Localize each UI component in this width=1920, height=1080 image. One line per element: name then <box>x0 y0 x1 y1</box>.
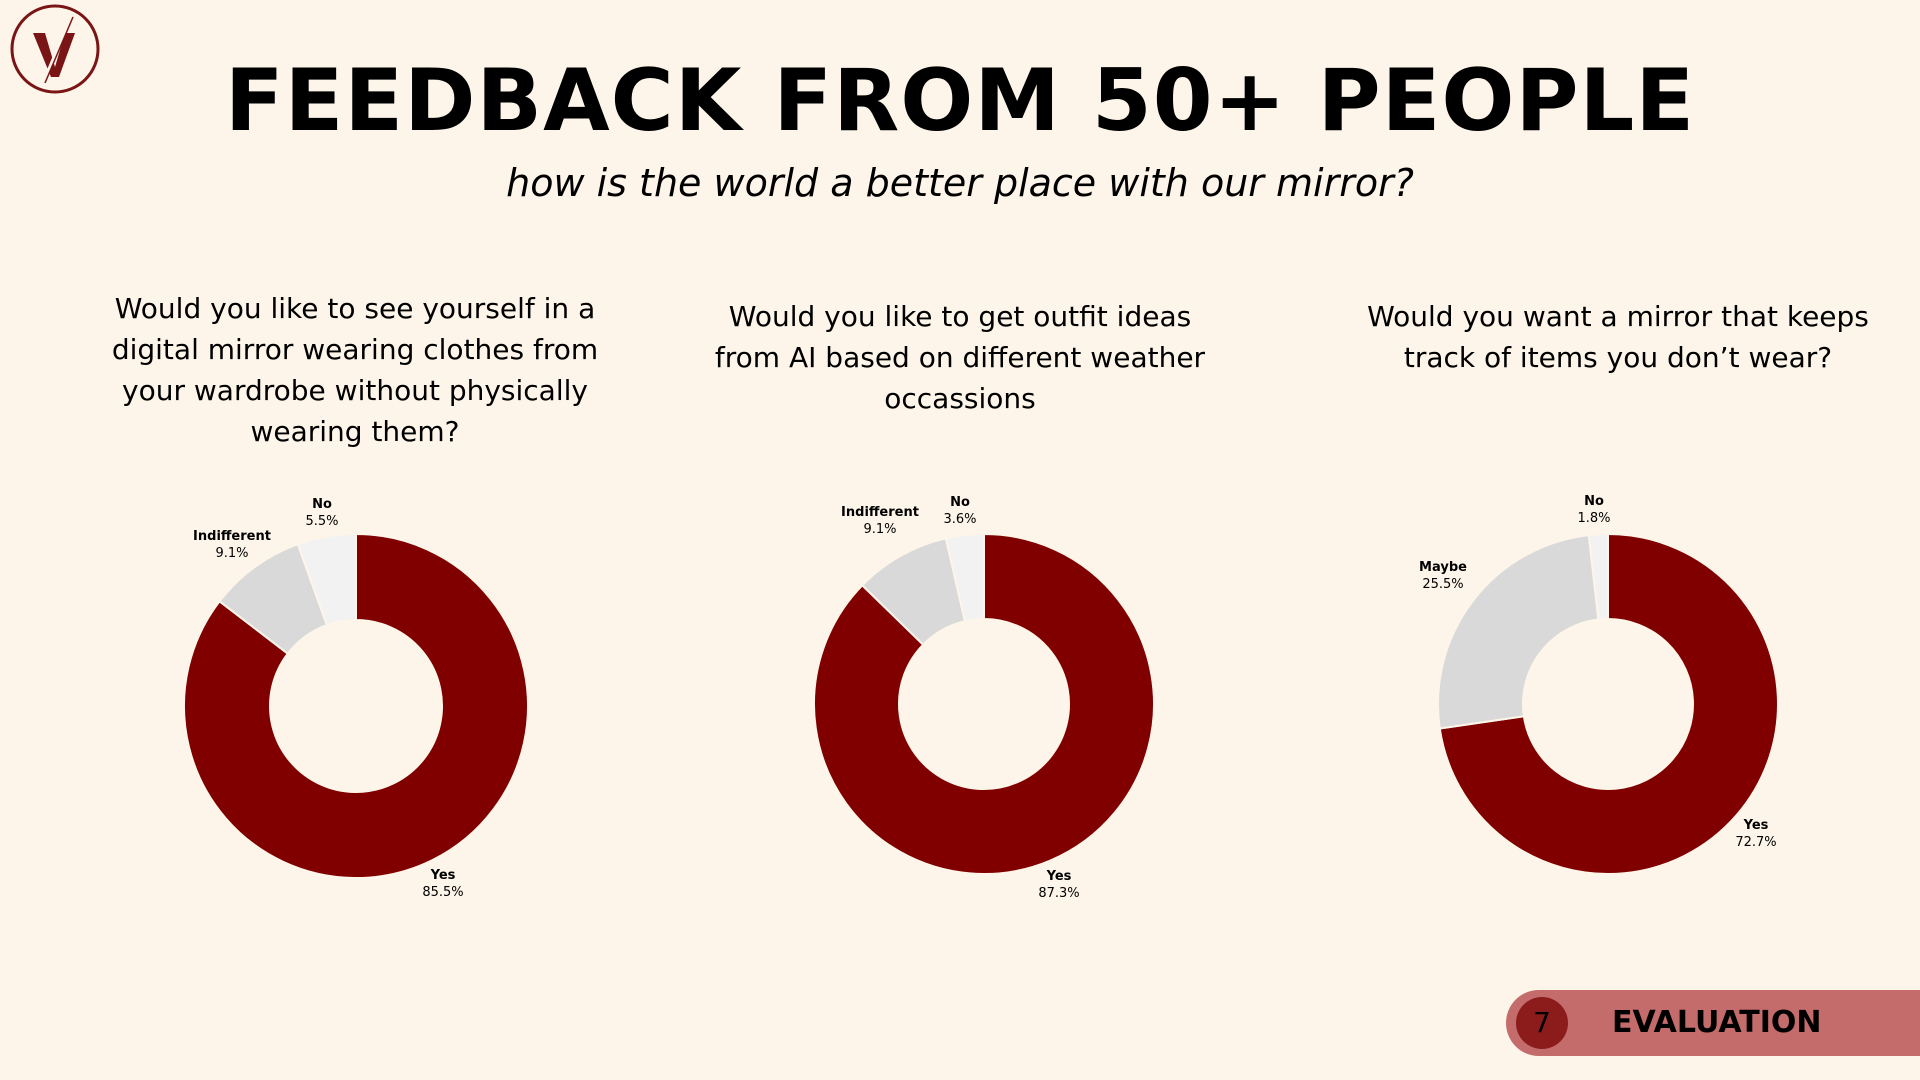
page-number-badge: 7 <box>1516 997 1568 1049</box>
donut-1-label-yes-value: 85.5% <box>422 885 463 900</box>
donut-1-label-yes: Yes 85.5% <box>422 868 463 900</box>
donut-2-label-no-name: No <box>950 495 970 510</box>
donut-chart-3 <box>1437 532 1779 875</box>
donut-3-label-middle-name: Maybe <box>1419 560 1467 575</box>
donut-2-label-yes: Yes 87.3% <box>1038 869 1079 901</box>
donut-1-slice-yes <box>183 532 529 879</box>
donut-3-label-no: No 1.8% <box>1577 494 1610 526</box>
donut-1-label-middle-value: 9.1% <box>215 546 248 561</box>
donut-1-label-yes-name: Yes <box>430 868 456 883</box>
donut-2-label-middle: Indifferent 9.1% <box>841 505 919 537</box>
question-2: Would you like to get outfit ideas from … <box>714 300 1206 415</box>
question-1: Would you like to see yourself in a digi… <box>111 292 599 448</box>
donut-2-label-middle-value: 9.1% <box>863 522 896 537</box>
page-subtitle: how is the world a better place with our… <box>506 161 1414 205</box>
section-label: EVALUATION <box>1612 1005 1822 1040</box>
donut-1-label-middle: Indifferent 9.1% <box>193 529 271 561</box>
donut-2-label-yes-value: 87.3% <box>1038 886 1079 901</box>
donut-1-label-middle-name: Indifferent <box>193 529 271 544</box>
donut-2-slice-no <box>944 532 985 623</box>
donut-2-slice-yes <box>813 532 1155 875</box>
donut-1-label-no-value: 5.5% <box>305 514 338 529</box>
v-logo-icon <box>10 4 100 94</box>
donut-1-slice-no <box>296 532 357 627</box>
donut-3-label-middle: Maybe 25.5% <box>1419 560 1467 592</box>
donut-2-label-no-value: 3.6% <box>943 512 976 527</box>
donut-3-slice-yes <box>1438 532 1779 875</box>
donut-chart-2 <box>813 532 1155 875</box>
donut-3-label-no-value: 1.8% <box>1577 511 1610 526</box>
donut-2-label-yes-name: Yes <box>1046 869 1072 884</box>
footer-bar <box>1506 990 1920 1056</box>
page-title: FEEDBACK FROM 50+ PEOPLE <box>224 51 1696 151</box>
donut-3-slice-middle <box>1437 533 1600 730</box>
donut-3-label-no-name: No <box>1584 494 1604 509</box>
donut-3-slice-no <box>1587 532 1609 621</box>
question-3: Would you want a mirror that keeps track… <box>1367 300 1869 374</box>
donut-3-label-yes-value: 72.7% <box>1735 835 1776 850</box>
donut-2-label-no: No 3.6% <box>943 495 976 527</box>
donut-chart-1 <box>183 532 529 879</box>
donut-3-label-yes: Yes 72.7% <box>1735 818 1776 850</box>
donut-3-label-middle-value: 25.5% <box>1422 577 1463 592</box>
donut-1-label-no-name: No <box>312 497 332 512</box>
donut-1-label-no: No 5.5% <box>305 497 338 529</box>
donut-3-label-yes-name: Yes <box>1743 818 1769 833</box>
donut-2-label-middle-name: Indifferent <box>841 505 919 520</box>
